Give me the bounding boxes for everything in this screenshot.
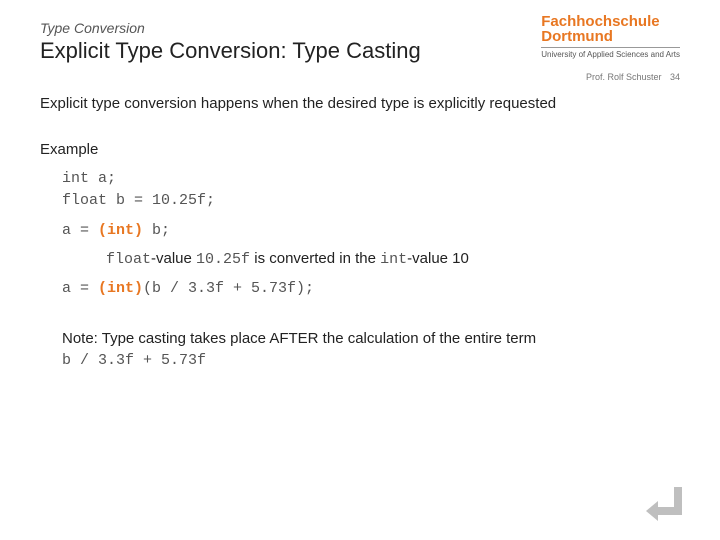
logo: Fachhochschule Dortmund University of Ap…	[541, 14, 680, 59]
code-line-2: float b = 10.25f;	[62, 191, 680, 211]
mono-frag: 10.25f	[196, 251, 250, 268]
note-text: Note: Type casting takes place AFTER the…	[40, 329, 680, 349]
code-frag: a =	[62, 280, 98, 297]
author-name: Prof. Rolf Schuster	[586, 72, 662, 82]
intro-text: Explicit type conversion happens when th…	[40, 94, 680, 114]
cast-keyword: (int)	[98, 280, 143, 297]
mono-frag: int	[380, 251, 407, 268]
note-expression: b / 3.3f + 5.73f	[40, 351, 680, 371]
slide-meta: Prof. Rolf Schuster 34	[586, 72, 680, 82]
explain-line: float-value 10.25f is converted in the i…	[62, 249, 680, 270]
logo-line1: Fachhochschule	[541, 14, 680, 29]
cast-keyword: (int)	[98, 222, 143, 239]
code-line-4: a = (int)(b / 3.3f + 5.73f);	[62, 279, 680, 299]
text-frag: -value	[151, 250, 196, 267]
intro-line: Explicit type conversion happens when th…	[40, 94, 680, 114]
code-frag: (b / 3.3f + 5.73f);	[143, 280, 314, 297]
code-frag: b;	[143, 222, 170, 239]
content-area: Explicit type conversion happens when th…	[0, 74, 720, 371]
text-frag: -value 10	[407, 250, 469, 267]
text-frag: is converted in the	[250, 250, 380, 267]
code-line-3: a = (int) b;	[62, 221, 680, 241]
code-line-1: int a;	[62, 169, 680, 189]
return-icon	[644, 481, 684, 526]
page-number: 34	[670, 72, 680, 82]
example-label: Example	[40, 140, 680, 160]
mono-frag: float	[106, 251, 151, 268]
logo-subtitle: University of Applied Sciences and Arts	[541, 47, 680, 59]
logo-line2: Dortmund	[541, 29, 680, 44]
code-frag: a =	[62, 222, 98, 239]
code-block: int a; float b = 10.25f; a = (int) b; fl…	[40, 169, 680, 299]
